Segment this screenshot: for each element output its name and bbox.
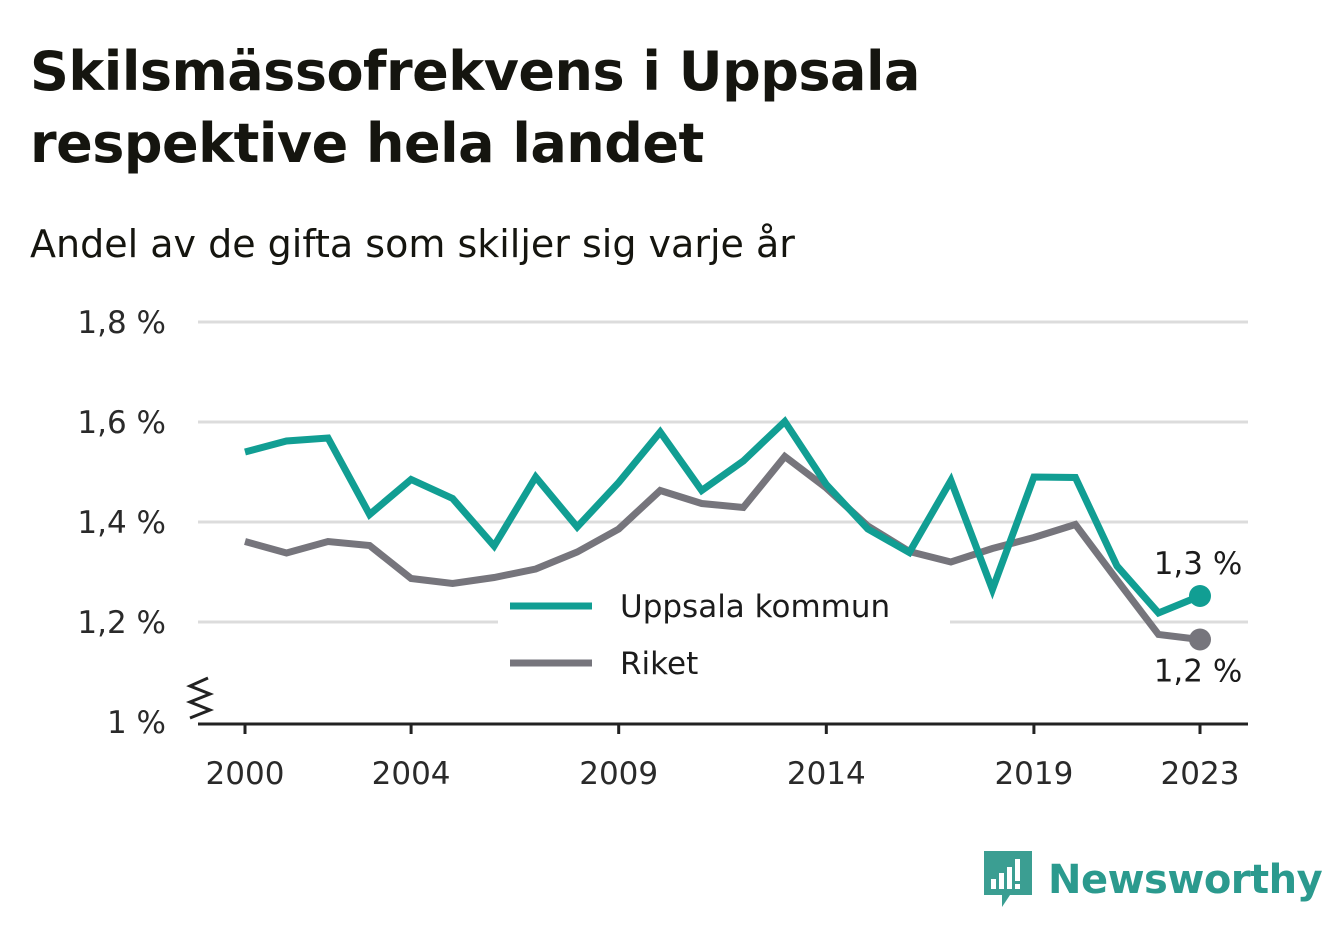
y-tick-label: 1,6 % [77, 405, 166, 441]
x-tick-label: 2019 [994, 756, 1073, 792]
endpoint-dot-riket [1189, 628, 1211, 651]
chart-subtitle: Andel av de gifta som skiljer sig varje … [30, 222, 795, 266]
chart-title: Skilsmässofrekvens i Uppsala respektive … [30, 40, 920, 175]
axes: 1 % 1,2 % 1,4 % 1,6 % 1,8 % 2000 2004 2009 2014 2… [77, 305, 1248, 792]
legend-box [498, 582, 950, 686]
series-lines [244, 416, 1211, 651]
newsworthy-logo: Newsworthy [980, 850, 1322, 910]
axis-break-icon [185, 676, 215, 720]
end-label-uppsala: 1,3 % [1154, 546, 1243, 582]
x-tick-label: 2023 [1161, 756, 1240, 792]
series-line-uppsala [244, 416, 1202, 618]
x-tick-label: 2009 [579, 756, 658, 792]
x-tick-label: 2004 [372, 756, 451, 792]
y-tick-label: 1,8 % [77, 305, 166, 341]
y-tick-label: 1,4 % [77, 505, 166, 541]
legend-label: Riket [620, 646, 698, 682]
grid-lines [198, 320, 1248, 624]
y-tick-label: 1 % [107, 705, 166, 741]
y-tick-label: 1,2 % [77, 605, 166, 641]
x-tick-label: 2000 [206, 756, 285, 792]
end-labels: 1,3 % 1,2 % [1154, 546, 1243, 690]
end-label-riket: 1,2 % [1154, 654, 1243, 690]
legend-label: Uppsala kommun [620, 589, 890, 625]
logo-text: Newsworthy [1048, 857, 1322, 903]
endpoint-dot-uppsala [1189, 585, 1211, 607]
newsworthy-logo-icon [984, 851, 1032, 907]
x-tick-label: 2014 [787, 756, 866, 792]
legend: Uppsala kommun Riket [498, 582, 950, 686]
series-line-riket [244, 451, 1201, 643]
